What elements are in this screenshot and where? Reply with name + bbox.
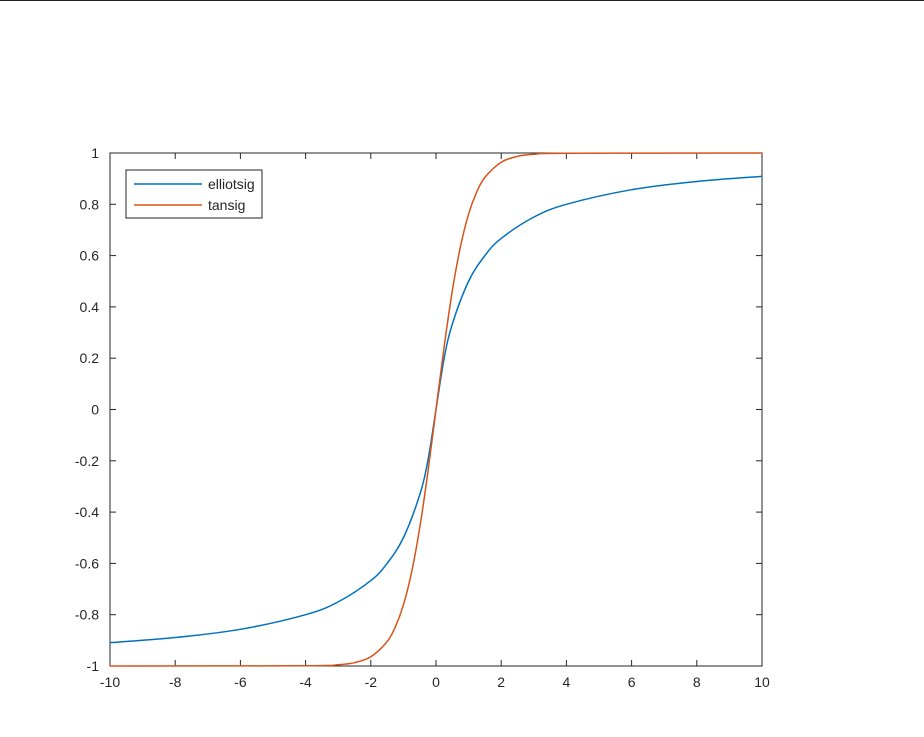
axis-ticks bbox=[109, 152, 763, 667]
top-border-line bbox=[0, 0, 924, 1]
y-tick-label: -1 bbox=[87, 658, 100, 674]
legend-label-tansig: tansig bbox=[208, 197, 245, 213]
y-tick-label: 0.2 bbox=[80, 350, 100, 366]
legend-label-elliotsig: elliotsig bbox=[208, 176, 255, 192]
series-layer bbox=[109, 152, 763, 667]
x-tick-label: 8 bbox=[693, 674, 701, 690]
x-tick-label: -8 bbox=[169, 674, 182, 690]
y-tick-label: 0.4 bbox=[80, 299, 100, 315]
y-tick-label: -0.6 bbox=[75, 555, 99, 571]
legend-box bbox=[125, 169, 263, 219]
x-tick-label: 6 bbox=[628, 674, 636, 690]
x-tick-label: -4 bbox=[299, 674, 312, 690]
y-tick-label: -0.4 bbox=[75, 504, 99, 520]
x-tick-label: -10 bbox=[100, 674, 120, 690]
x-tick-label: 0 bbox=[432, 674, 440, 690]
y-tick-label: 0 bbox=[91, 402, 99, 418]
y-tick-label: -0.8 bbox=[75, 607, 99, 623]
y-tick-label: 0.8 bbox=[80, 196, 100, 212]
y-tick-label: 0.6 bbox=[80, 248, 100, 264]
x-tick-label: -2 bbox=[365, 674, 378, 690]
axis-tick-labels: -10 -8 -6 -4 -2 0 2 4 6 8 10 -1 -0.8 -0.6 -0.4 -0.2 0 0.2… bbox=[75, 145, 770, 690]
x-tick-label: 2 bbox=[497, 674, 505, 690]
x-tick-label: -6 bbox=[234, 674, 247, 690]
x-tick-label: 10 bbox=[754, 674, 770, 690]
x-tick-label: 4 bbox=[563, 674, 571, 690]
y-tick-label: 1 bbox=[91, 145, 99, 161]
series-line-tansig bbox=[109, 152, 763, 667]
legend: elliotsig tansig bbox=[125, 169, 263, 219]
y-tick-label: -0.2 bbox=[75, 453, 99, 469]
